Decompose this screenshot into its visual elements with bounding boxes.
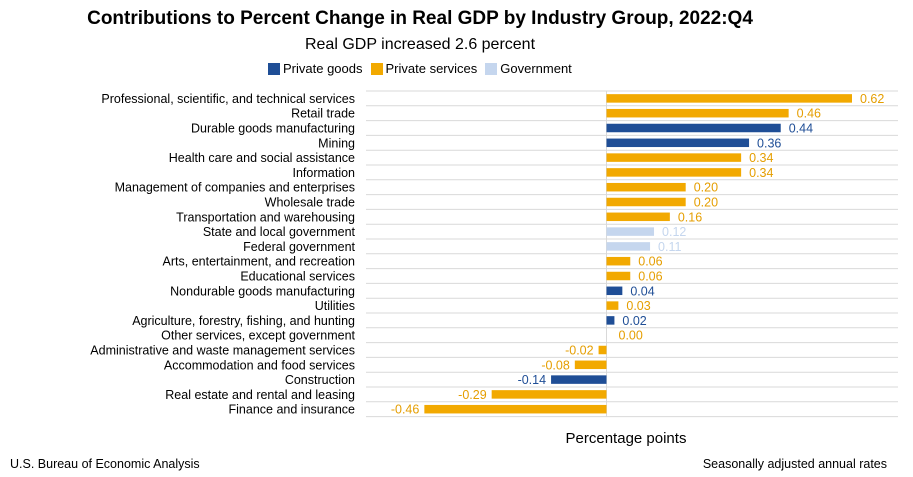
bar	[598, 345, 607, 355]
bar	[606, 153, 742, 162]
category-label: Management of companies and enterprises	[115, 181, 355, 195]
category-label: Finance and insurance	[229, 403, 356, 417]
category-label: Educational services	[240, 270, 355, 284]
category-label: Professional, scientific, and technical …	[101, 92, 355, 106]
legend-item-government: Government	[485, 61, 572, 76]
bar	[606, 197, 686, 207]
data-label: -0.08	[541, 358, 570, 372]
legend-label-private-services: Private services	[385, 61, 478, 76]
data-label: 0.04	[630, 284, 654, 298]
category-label: Utilities	[315, 299, 355, 313]
category-label: Real estate and rental and leasing	[165, 388, 355, 402]
legend-swatch-private-services	[370, 62, 383, 75]
data-label: 0.12	[662, 225, 686, 239]
category-label: Wholesale trade	[265, 196, 355, 210]
data-label: 0.00	[619, 329, 643, 343]
chart-legend: Private goods Private services Governmen…	[268, 61, 580, 76]
bar	[606, 256, 631, 266]
category-label: Information	[292, 166, 355, 180]
legend-label-government: Government	[500, 61, 572, 76]
bar	[606, 168, 742, 177]
data-label: 0.36	[757, 136, 781, 150]
category-label: Mining	[318, 136, 355, 150]
category-label: Construction	[285, 373, 355, 387]
legend-label-private-goods: Private goods	[283, 61, 363, 76]
bar	[606, 182, 686, 192]
category-label: Other services, except government	[161, 329, 355, 343]
data-label: 0.44	[789, 122, 813, 136]
bar	[606, 271, 631, 281]
bar	[574, 360, 607, 370]
category-label: State and local government	[203, 225, 356, 239]
data-label: 0.06	[638, 270, 662, 284]
data-label: -0.46	[391, 403, 420, 417]
legend-item-private-goods: Private goods	[268, 61, 363, 76]
bar	[551, 375, 607, 384]
category-label: Retail trade	[291, 107, 355, 121]
category-label: Transportation and warehousing	[176, 210, 355, 224]
data-label: -0.14	[518, 373, 547, 387]
data-label: -0.29	[458, 388, 487, 402]
bar	[606, 94, 852, 103]
data-label: 0.62	[860, 92, 884, 106]
bar	[606, 212, 670, 222]
legend-swatch-government	[485, 62, 498, 75]
category-label: Federal government	[243, 240, 355, 254]
data-label: -0.02	[565, 344, 594, 358]
bar	[606, 108, 789, 118]
data-label: 0.20	[694, 181, 718, 195]
bar	[606, 227, 655, 236]
data-label: 0.34	[749, 151, 773, 165]
data-label: 0.06	[638, 255, 662, 269]
data-label: 0.20	[694, 196, 718, 210]
data-label: 0.16	[678, 210, 702, 224]
data-label: 0.34	[749, 166, 773, 180]
category-label: Health care and social assistance	[169, 151, 355, 165]
bar	[606, 138, 750, 148]
data-label: 0.11	[658, 240, 681, 254]
source-note: U.S. Bureau of Economic Analysis	[10, 457, 200, 471]
bar	[491, 390, 607, 399]
rate-note: Seasonally adjusted annual rates	[702, 457, 887, 471]
legend-swatch-private-goods	[268, 62, 280, 75]
category-label: Durable goods manufacturing	[191, 122, 355, 136]
category-label: Administrative and waste management serv…	[90, 344, 355, 358]
data-label: 0.46	[797, 107, 821, 121]
chart-title: Contributions to Percent Change in Real …	[87, 8, 753, 29]
bar	[606, 123, 781, 133]
x-axis-label: Percentage points	[565, 430, 687, 447]
category-label: Arts, entertainment, and recreation	[163, 255, 356, 269]
category-label: Agriculture, forestry, fishing, and hunt…	[132, 314, 355, 328]
bar	[606, 286, 623, 296]
data-label: 0.02	[622, 314, 646, 328]
bar	[606, 301, 619, 310]
category-label: Accommodation and food services	[164, 358, 355, 372]
legend-item-private-services: Private services	[370, 61, 478, 76]
bar	[606, 242, 651, 251]
data-label: 0.03	[626, 299, 650, 313]
chart-subtitle: Real GDP increased 2.6 percent	[304, 36, 536, 53]
bar	[606, 316, 615, 325]
bar	[424, 404, 607, 414]
category-label: Nondurable goods manufacturing	[170, 284, 355, 298]
